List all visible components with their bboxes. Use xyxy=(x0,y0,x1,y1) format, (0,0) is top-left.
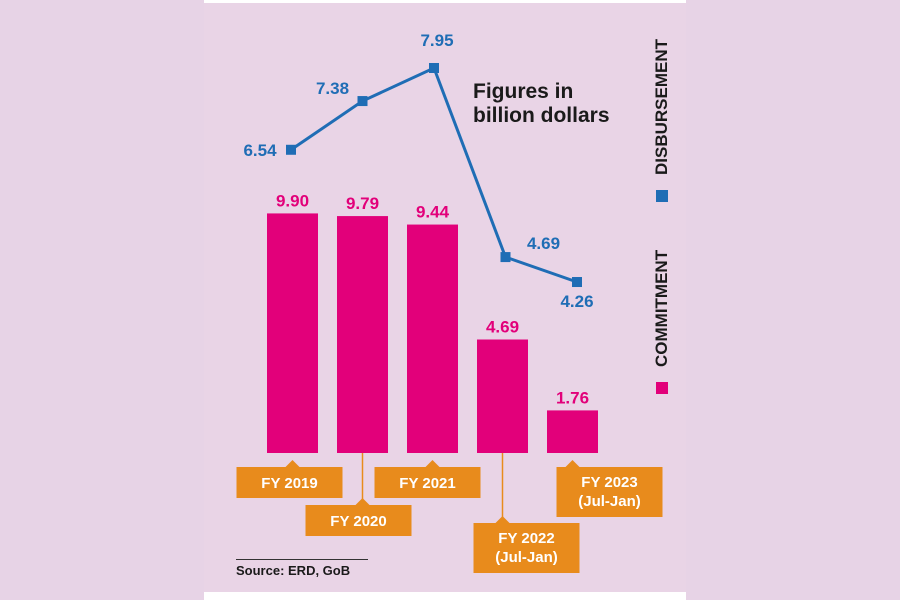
category-pointer xyxy=(285,460,300,467)
category-label-box xyxy=(305,505,412,536)
bar-commitment xyxy=(407,224,458,453)
bar-value-label: 4.69 xyxy=(486,318,519,337)
bar-commitment xyxy=(337,216,388,453)
disbursement-point xyxy=(357,96,368,107)
category-label: (Jul-Jan) xyxy=(578,493,641,510)
bar-commitment xyxy=(477,339,528,453)
disbursement-value-label: 6.54 xyxy=(243,141,277,160)
disbursement-value-label: 4.26 xyxy=(560,292,593,311)
source-note: Source: ERD, GoB xyxy=(236,559,368,578)
bar-commitment xyxy=(547,410,598,453)
category-label-box xyxy=(556,467,663,517)
legend-swatch-disbursement xyxy=(656,190,668,202)
legend-swatch-commitment xyxy=(656,382,668,394)
category-label: (Jul-Jan) xyxy=(495,549,558,566)
category-label: FY 2019 xyxy=(261,475,317,492)
disbursement-value-label: 4.69 xyxy=(527,234,560,253)
chart-title: Figures in billion dollars xyxy=(473,80,633,128)
bar-value-label: 9.44 xyxy=(416,203,450,222)
legend-label-commitment: COMMITMENT xyxy=(652,249,671,367)
bar-commitment xyxy=(267,213,318,453)
category-pointer xyxy=(355,498,370,505)
disbursement-point xyxy=(572,277,582,288)
category-label: FY 2021 xyxy=(399,475,455,492)
bottom-strip xyxy=(204,592,686,600)
category-pointer xyxy=(425,460,440,467)
category-label-box xyxy=(374,467,481,498)
category-pointer xyxy=(495,516,510,523)
disbursement-value-label: 7.38 xyxy=(316,79,349,98)
legend-label-disbursement: DISBURSEMENT xyxy=(652,38,671,175)
category-label-box xyxy=(236,467,343,498)
disbursement-point xyxy=(429,63,439,73)
disbursement-point xyxy=(286,144,296,155)
legend: DISBURSEMENT COMMITMENT xyxy=(648,30,678,410)
bar-value-label: 9.79 xyxy=(346,194,379,213)
disbursement-point xyxy=(500,252,511,263)
category-label: FY 2023 xyxy=(581,474,637,491)
category-label: FY 2020 xyxy=(330,513,386,530)
category-label: FY 2022 xyxy=(498,530,554,547)
title-text: Figures in billion dollars xyxy=(473,80,610,127)
category-pointer xyxy=(565,460,580,467)
category-label-box xyxy=(473,523,580,573)
bar-value-label: 1.76 xyxy=(556,388,589,407)
bar-value-label: 9.90 xyxy=(276,191,309,210)
disbursement-value-label: 7.95 xyxy=(420,31,453,50)
